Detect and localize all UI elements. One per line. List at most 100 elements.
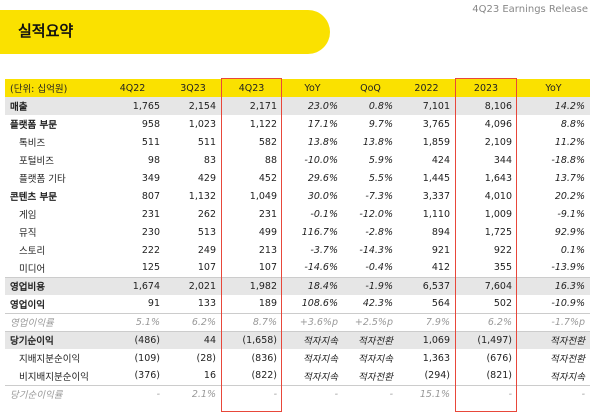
cell: 894 [431,226,450,238]
table-row: 당기순이익률 -2.1% - - -15.1% - - [5,384,590,403]
cell: 1,445 [422,172,450,184]
row-label: 당기순이익 [5,330,100,349]
cell: 2,021 [165,276,221,295]
cell: 1,765 [100,97,165,115]
cell: 107 [258,262,277,274]
cell: (836) [251,352,277,364]
header-cell: YoY [517,79,590,97]
table-row: 톡비즈 511 511 582 13.8% 13.8% 1,859 2,109 11.2% [5,133,590,151]
cell: -0.4% [365,262,393,274]
cell: -1.9% [343,276,398,295]
cell: 513 [197,226,216,238]
cell: 적자지속 [303,354,338,365]
cell: 958 [141,118,160,130]
cell: (676) [486,352,512,364]
cell: -1.7%p [517,312,590,331]
cell: -14.6% [304,262,338,274]
cell: (821) [486,370,512,382]
cell: 1,859 [422,136,450,148]
cell: 349 [141,172,160,184]
cell: 6.2% [455,312,517,331]
cell: -9.1% [557,208,585,220]
release-label: 4Q23 Earnings Release [472,4,588,15]
cell: - [100,384,165,403]
cell: 13.8% [362,136,393,148]
table-row: 영업이익 91 133 189 108.6% 42.3% 564 502 -10.9% [5,295,590,313]
table-row: 당기순이익 (486) 44 (1,658) 적자지속 적자전환 1,069 (1,497) 적… [5,330,590,349]
cell: 30.0% [307,190,338,202]
cell: 921 [431,244,450,256]
header-cell: 3Q23 [165,79,221,97]
row-label: 뮤직 [19,228,37,239]
cell: 502 [493,298,512,310]
cell: (28) [196,352,216,364]
cell: 적자전환 [517,330,590,349]
header-row: (단위: 십억원) 4Q22 3Q23 4Q23 YoY QoQ 2022 2023 YoY [5,79,590,97]
cell: 적자전환 [358,371,393,383]
cell: 213 [258,244,277,256]
table-row: 스토리 222 249 213 -3.7% -14.3% 921 922 0.1% [5,241,590,259]
cell: 6.2% [165,312,221,331]
cell: 적자전환 [550,354,585,365]
cell: 14.2% [517,97,590,115]
row-label: 플랫폼 기타 [19,174,66,185]
cell: 0.8% [343,97,398,115]
table-row: 영업이익률 5.1% 6.2% 8.7% +3.6%p +2.5%p 7.9% 6.2% -1.… [5,312,590,331]
cell: - [282,384,343,403]
cell: 231 [258,208,277,220]
cell: 적자지속 [358,354,393,365]
row-label: 당기순이익률 [5,384,100,403]
cell: 83 [203,154,216,166]
summary-table: (단위: 십억원) 4Q22 3Q23 4Q23 YoY QoQ 2022 2023 YoY 매출… [5,79,590,403]
row-label: 스토리 [19,246,46,257]
cell: 499 [258,226,277,238]
cell: 355 [493,262,512,274]
cell: 적자지속 [303,371,338,383]
table-row: 콘텐츠 부문 807 1,132 1,049 30.0% -7.3% 3,337 4,010 2… [5,187,590,205]
cell: -3.7% [310,244,338,256]
cell: +2.5%p [343,312,398,331]
table-row: 뮤직 230 513 499 116.7% -2.8% 894 1,725 92.9% [5,223,590,241]
cell: 344 [493,154,512,166]
cell: 1,725 [484,226,512,238]
cell: 7,101 [398,97,455,115]
cell: 1,122 [249,118,277,130]
row-label: 지배지분순이익 [19,354,81,365]
row-label: 매출 [5,97,100,115]
cell: 1,982 [221,276,282,295]
cell: 7,604 [455,276,517,295]
row-label: 플랫폼 부문 [10,120,58,131]
table-row: 플랫폼 기타 349 429 452 29.6% 5.5% 1,445 1,643 13.7% [5,169,590,187]
cell: 108.6% [301,298,338,310]
cell: 적자전환 [343,330,398,349]
cell: 2.1% [165,384,221,403]
cell: 42.3% [362,298,393,310]
cell: -7.3% [365,190,393,202]
header-cell: YoY [282,79,343,97]
cell: 1,363 [422,352,450,364]
header-cell: (단위: 십억원) [5,79,100,97]
cell: 125 [141,262,160,274]
cell: - [517,384,590,403]
row-label: 톡비즈 [19,138,46,149]
cell: 807 [141,190,160,202]
row-label: 게임 [19,210,37,221]
cell: 189 [258,298,277,310]
cell: 3,765 [422,118,450,130]
cell: 1,643 [484,172,512,184]
cell: 적자지속 [550,371,585,383]
cell: 1,049 [249,190,277,202]
cell: (294) [424,370,450,382]
cell: 1,132 [188,190,216,202]
cell: 249 [197,244,216,256]
cell: -18.8% [551,154,585,166]
cell: 17.1% [307,118,338,130]
cell: - [455,384,517,403]
cell: 적자지속 [282,330,343,349]
cell: 2,109 [484,136,512,148]
cell: 1,009 [484,208,512,220]
cell: 511 [197,136,216,148]
cell: 13.7% [554,172,585,184]
cell: - [221,384,282,403]
